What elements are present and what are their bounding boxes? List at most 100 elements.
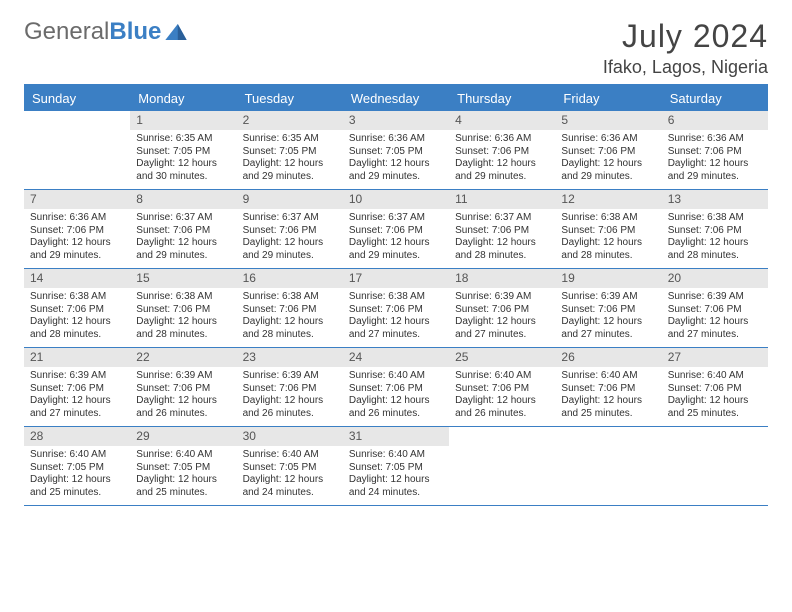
day-ss: Sunset: 7:06 PM xyxy=(668,383,762,396)
day-sr: Sunrise: 6:40 AM xyxy=(136,449,230,462)
day-dl: Daylight: 12 hours and 28 minutes. xyxy=(243,316,337,341)
calendar-day-cell: 17Sunrise: 6:38 AMSunset: 7:06 PMDayligh… xyxy=(343,269,449,348)
day-body: Sunrise: 6:38 AMSunset: 7:06 PMDaylight:… xyxy=(662,209,768,268)
day-number: 19 xyxy=(555,269,661,288)
calendar-day-cell: 15Sunrise: 6:38 AMSunset: 7:06 PMDayligh… xyxy=(130,269,236,348)
logo-triangle-icon xyxy=(165,24,187,40)
day-header: Saturday xyxy=(662,86,768,111)
day-dl: Daylight: 12 hours and 25 minutes. xyxy=(561,395,655,420)
calendar-day-cell: 28Sunrise: 6:40 AMSunset: 7:05 PMDayligh… xyxy=(24,427,130,506)
calendar-day-cell: 24Sunrise: 6:40 AMSunset: 7:06 PMDayligh… xyxy=(343,348,449,427)
day-dl: Daylight: 12 hours and 25 minutes. xyxy=(668,395,762,420)
day-header: Thursday xyxy=(449,86,555,111)
day-body: Sunrise: 6:39 AMSunset: 7:06 PMDaylight:… xyxy=(237,367,343,426)
calendar-day-cell: 19Sunrise: 6:39 AMSunset: 7:06 PMDayligh… xyxy=(555,269,661,348)
day-body: Sunrise: 6:40 AMSunset: 7:06 PMDaylight:… xyxy=(343,367,449,426)
day-ss: Sunset: 7:06 PM xyxy=(561,146,655,159)
day-ss: Sunset: 7:06 PM xyxy=(243,225,337,238)
day-number: 4 xyxy=(449,111,555,130)
calendar-week-row: 14 Sunrise: 6:38 AM Sunset: 7:06 PM Dayligh… xyxy=(24,269,768,348)
day-header: Tuesday xyxy=(237,86,343,111)
day-body: Sunrise: 6:40 AMSunset: 7:05 PMDaylight:… xyxy=(343,446,449,505)
calendar-day-cell: 26Sunrise: 6:40 AMSunset: 7:06 PMDayligh… xyxy=(555,348,661,427)
day-number: 8 xyxy=(130,190,236,209)
day-ss: Sunset: 7:06 PM xyxy=(455,225,549,238)
day-number: 18 xyxy=(449,269,555,288)
day-number: 31 xyxy=(343,427,449,446)
calendar-day-cell xyxy=(24,111,130,190)
day-ss: Sunset: 7:06 PM xyxy=(668,225,762,238)
day-ss: Sunset: 7:06 PM xyxy=(349,225,443,238)
day-ss: Sunset: 7:06 PM xyxy=(136,225,230,238)
day-body: Sunrise: 6:39 AMSunset: 7:06 PMDaylight:… xyxy=(24,367,130,426)
calendar-week-row: 21Sunrise: 6:39 AMSunset: 7:06 PMDayligh… xyxy=(24,348,768,427)
calendar-day-cell: 29Sunrise: 6:40 AMSunset: 7:05 PMDayligh… xyxy=(130,427,236,506)
day-sr: Sunrise: 6:36 AM xyxy=(455,133,549,146)
day-sr: Sunrise: 6:40 AM xyxy=(455,370,549,383)
day-number: 9 xyxy=(237,190,343,209)
day-ss: Sunset: 7:06 PM xyxy=(455,304,549,317)
day-sr: Sunrise: 6:36 AM xyxy=(30,212,124,225)
calendar-day-cell: 6Sunrise: 6:36 AMSunset: 7:06 PMDaylight… xyxy=(662,111,768,190)
day-sr: Sunrise: 6:40 AM xyxy=(349,370,443,383)
logo-text-1: General xyxy=(24,18,109,45)
calendar-header-row: SundayMondayTuesdayWednesdayThursdayFrid… xyxy=(24,86,768,111)
day-dl: Daylight: 12 hours and 29 minutes. xyxy=(349,158,443,183)
day-number: 2 xyxy=(237,111,343,130)
day-number: 10 xyxy=(343,190,449,209)
logo-text-2: Blue xyxy=(109,18,161,45)
day-body: Sunrise: 6:39 AMSunset: 7:06 PMDaylight:… xyxy=(449,288,555,347)
day-number: 14 xyxy=(24,269,130,288)
day-dl: Daylight: 12 hours and 28 minutes. xyxy=(668,237,762,262)
day-number: 12 xyxy=(555,190,661,209)
day-sr: Sunrise: 6:38 AM xyxy=(561,212,655,225)
calendar-day-cell xyxy=(662,427,768,506)
day-number: 17 xyxy=(343,269,449,288)
day-ss: Sunset: 7:06 PM xyxy=(668,146,762,159)
day-dl: Daylight: 12 hours and 26 minutes. xyxy=(243,395,337,420)
calendar-day-cell: 21Sunrise: 6:39 AMSunset: 7:06 PMDayligh… xyxy=(24,348,130,427)
day-dl: Daylight: 12 hours and 29 minutes. xyxy=(349,237,443,262)
day-dl: Daylight: 12 hours and 27 minutes. xyxy=(349,316,443,341)
day-sr: Sunrise: 6:38 AM xyxy=(668,212,762,225)
day-sr: Sunrise: 6:39 AM xyxy=(30,370,124,383)
day-body: Sunrise: 6:37 AMSunset: 7:06 PMDaylight:… xyxy=(237,209,343,268)
day-sr: Sunrise: 6:37 AM xyxy=(136,212,230,225)
day-number: 1 xyxy=(130,111,236,130)
calendar-day-cell: 11Sunrise: 6:37 AMSunset: 7:06 PMDayligh… xyxy=(449,190,555,269)
day-sr: Sunrise: 6:40 AM xyxy=(30,449,124,462)
day-ss: Sunset: 7:06 PM xyxy=(30,304,124,317)
day-number: 30 xyxy=(237,427,343,446)
header: GeneralBlue July 2024 Ifako, Lagos, Nige… xyxy=(24,18,768,86)
day-sr: Sunrise: 6:38 AM xyxy=(349,291,443,304)
day-sr: Sunrise: 6:39 AM xyxy=(243,370,337,383)
day-ss: Sunset: 7:06 PM xyxy=(136,304,230,317)
calendar-day-cell: 30Sunrise: 6:40 AMSunset: 7:05 PMDayligh… xyxy=(237,427,343,506)
calendar-week-row: 1Sunrise: 6:35 AMSunset: 7:05 PMDaylight… xyxy=(24,111,768,190)
day-dl: Daylight: 12 hours and 29 minutes. xyxy=(243,158,337,183)
day-dl: Daylight: 12 hours and 26 minutes. xyxy=(349,395,443,420)
day-body: Sunrise: 6:39 AMSunset: 7:06 PMDaylight:… xyxy=(130,367,236,426)
calendar-day-cell xyxy=(555,427,661,506)
day-ss: Sunset: 7:06 PM xyxy=(30,225,124,238)
day-dl: Daylight: 12 hours and 24 minutes. xyxy=(349,474,443,499)
calendar-week-row: 7Sunrise: 6:36 AMSunset: 7:06 PMDaylight… xyxy=(24,190,768,269)
day-dl: Daylight: 12 hours and 26 minutes. xyxy=(455,395,549,420)
day-body: Sunrise: 6:39 AMSunset: 7:06 PMDaylight:… xyxy=(662,288,768,347)
day-dl: Daylight: 12 hours and 29 minutes. xyxy=(668,158,762,183)
day-body: Sunrise: 6:40 AMSunset: 7:05 PMDaylight:… xyxy=(130,446,236,505)
day-body: Sunrise: 6:39 AMSunset: 7:06 PMDaylight:… xyxy=(555,288,661,347)
day-ss: Sunset: 7:05 PM xyxy=(243,462,337,475)
page-title: July 2024 xyxy=(603,18,768,55)
calendar-day-cell: 4Sunrise: 6:36 AMSunset: 7:06 PMDaylight… xyxy=(449,111,555,190)
day-dl: Daylight: 12 hours and 29 minutes. xyxy=(561,158,655,183)
day-body: Sunrise: 6:36 AMSunset: 7:06 PMDaylight:… xyxy=(449,130,555,189)
day-ss: Sunset: 7:05 PM xyxy=(349,462,443,475)
day-body: Sunrise: 6:37 AMSunset: 7:06 PMDaylight:… xyxy=(130,209,236,268)
day-header: Wednesday xyxy=(343,86,449,111)
calendar-day-cell: 10Sunrise: 6:37 AMSunset: 7:06 PMDayligh… xyxy=(343,190,449,269)
day-body: Sunrise: 6:40 AMSunset: 7:06 PMDaylight:… xyxy=(555,367,661,426)
day-body: Sunrise: 6:37 AMSunset: 7:06 PMDaylight:… xyxy=(449,209,555,268)
day-sr: Sunrise: 6:35 AM xyxy=(243,133,337,146)
day-number: 25 xyxy=(449,348,555,367)
